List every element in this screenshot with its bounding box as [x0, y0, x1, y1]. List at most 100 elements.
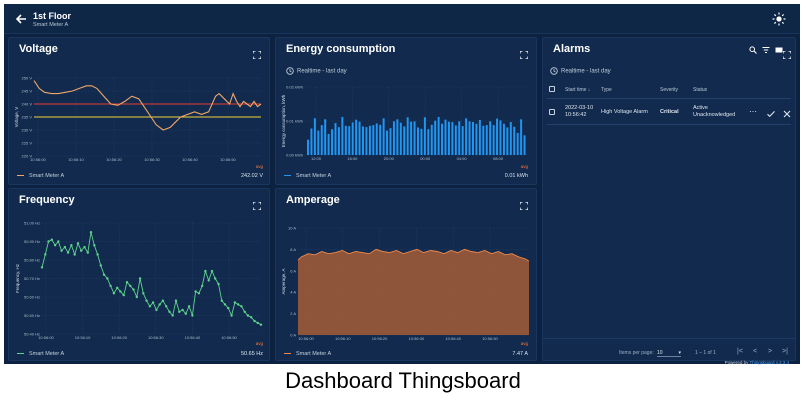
alarm-severity: Critical	[660, 109, 679, 115]
data-point	[44, 253, 47, 256]
bar	[320, 125, 323, 155]
clear-close-icon[interactable]	[783, 110, 791, 118]
clock-icon	[286, 67, 294, 75]
legend-swatch	[284, 174, 291, 177]
acknowledge-check-icon[interactable]	[767, 110, 775, 118]
bar	[437, 116, 440, 155]
data-point	[214, 277, 217, 280]
columns-icon[interactable]	[775, 46, 783, 54]
alarm-status-line1: Active	[693, 105, 708, 111]
footer-divider	[543, 338, 795, 339]
bar	[368, 125, 371, 155]
data-point	[207, 279, 210, 282]
energy-title: Energy consumption	[286, 43, 396, 55]
data-point	[210, 269, 214, 273]
powered-prefix: Powered by	[724, 360, 749, 365]
bar	[472, 122, 474, 155]
x-tick-label: 10:56:40	[445, 336, 461, 341]
energy-avg-value: 0.01 kWh	[504, 173, 528, 179]
prev-page-icon[interactable]: <	[753, 348, 758, 355]
data-point	[253, 319, 256, 323]
page-title: 1st Floor	[33, 11, 72, 21]
figure-caption: Dashboard Thingsboard	[285, 368, 521, 393]
energy-legend-label: Smart Meter A	[296, 173, 332, 179]
bar	[386, 130, 389, 155]
bar	[410, 121, 413, 155]
bar	[485, 125, 488, 155]
bar	[523, 135, 526, 155]
bar	[317, 130, 320, 155]
bar	[379, 124, 382, 155]
sort-arrow-icon: ↓	[587, 87, 591, 93]
y-tick-label: 4 A	[290, 290, 296, 295]
bar	[502, 123, 505, 155]
frequency-legend: Smart Meter A	[17, 351, 64, 357]
bar	[496, 118, 499, 155]
first-page-icon[interactable]: |<	[737, 348, 743, 355]
data-point	[151, 301, 155, 304]
energy-realtime[interactable]: Realtime - last day	[286, 67, 347, 75]
amperage-avg-label: avg	[520, 341, 528, 346]
header-start-time-label: Start time	[565, 87, 587, 93]
data-point	[50, 238, 53, 241]
y-tick-label: 235 V	[22, 115, 33, 120]
data-point	[89, 231, 93, 234]
data-point	[217, 282, 220, 286]
bar	[417, 127, 419, 155]
sun-icon[interactable]	[772, 12, 786, 26]
y-tick-label: 225 V	[22, 141, 33, 146]
page-subtitle: Smart Meter A	[33, 22, 69, 28]
bar	[313, 118, 316, 155]
fullscreen-icon[interactable]	[782, 46, 792, 60]
y-tick-label: 0.00 kWh	[286, 153, 303, 158]
select-all-checkbox[interactable]	[549, 86, 555, 92]
items-per-page-label: Items per page:	[619, 350, 654, 356]
next-page-icon[interactable]: >	[768, 348, 773, 355]
bar	[520, 119, 523, 155]
header-status[interactable]: Status	[693, 87, 708, 93]
data-point	[181, 308, 184, 312]
last-page-icon[interactable]: >|	[782, 348, 788, 355]
frequency-chart: 50.40 Hz 50.50 Hz 50.60 Hz 50.70 Hz 50.80 Hz…	[15, 221, 263, 340]
header-start-time[interactable]: Start time ↓	[565, 87, 590, 93]
data-point	[93, 244, 96, 247]
bar	[399, 122, 402, 155]
bar	[513, 126, 516, 155]
bar	[478, 119, 481, 155]
frequency-avg-label: avg	[255, 341, 263, 346]
bar	[465, 118, 468, 155]
items-per-page-select[interactable]: 10 ▾	[657, 350, 681, 357]
bar	[355, 119, 358, 155]
bar	[372, 125, 375, 155]
bar	[447, 121, 450, 155]
data-point	[70, 244, 73, 247]
data-point	[96, 253, 99, 256]
legend-swatch	[17, 174, 24, 177]
x-tick-label: 08:00	[493, 156, 504, 161]
legend-swatch	[284, 352, 291, 355]
bar	[358, 121, 361, 155]
y-tick-label: 0 A	[290, 333, 296, 338]
data-point	[119, 290, 122, 293]
filter-icon[interactable]	[762, 46, 770, 54]
bar	[516, 132, 519, 155]
data-point	[155, 308, 158, 312]
back-arrow-icon[interactable]	[13, 11, 29, 27]
table-row[interactable]: 2022-03-10 10:56:42 High Voltage Alarm C…	[543, 100, 797, 122]
header-type[interactable]: Type	[601, 87, 612, 93]
data-point	[40, 266, 44, 269]
data-point	[53, 244, 57, 247]
bar	[509, 122, 512, 155]
header-severity[interactable]: Severity	[660, 87, 679, 93]
row-checkbox[interactable]	[549, 109, 555, 115]
bar	[331, 129, 334, 155]
more-icon[interactable]: ⋯	[749, 107, 757, 116]
powered-brand-link[interactable]: Thingsboard v.3.3.4	[749, 360, 789, 365]
y-axis-label: Frequency, Hz	[15, 263, 20, 293]
x-tick-label: 10:56:30	[144, 157, 160, 162]
bar	[310, 128, 313, 155]
search-icon[interactable]	[749, 46, 757, 54]
data-point	[99, 264, 103, 267]
y-tick-label: 51.00 Hz	[24, 221, 40, 226]
alarms-realtime[interactable]: Realtime - last day	[550, 67, 611, 75]
